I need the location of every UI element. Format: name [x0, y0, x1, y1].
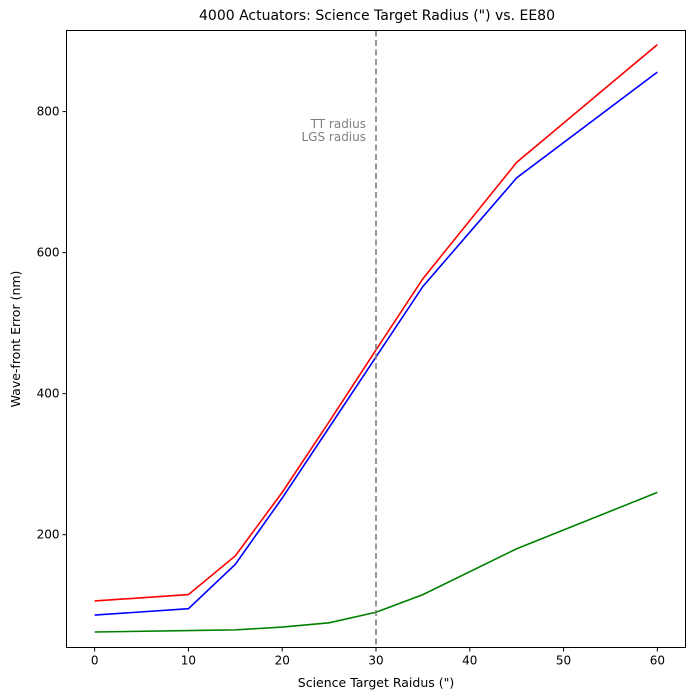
x-tick-label: 0	[91, 654, 99, 668]
x-tick-label: 30	[368, 654, 383, 668]
x-axis-label: Science Target Raidus (")	[298, 675, 454, 690]
plot-area	[94, 43, 658, 633]
y-tick-label: 200	[37, 528, 60, 542]
series-line-1	[94, 71, 658, 616]
annotation-lgs-radius: LGS radius	[301, 130, 366, 144]
y-axis-label: Wave-front Error (nm)	[8, 271, 23, 408]
y-tick-label: 800	[37, 105, 60, 119]
y-axis: 200 400 600 800	[37, 105, 67, 542]
x-tick-label: 20	[275, 654, 290, 668]
x-tick-label: 10	[181, 654, 196, 668]
chart-title: 4000 Actuators: Science Target Radius ("…	[199, 8, 555, 24]
y-tick-label: 600	[37, 246, 60, 260]
x-axis: 0 10 20 30 40 50 60	[91, 647, 665, 668]
y-tick-label: 400	[37, 387, 60, 401]
annotation-tt-radius: TT radius	[310, 117, 366, 131]
series-line-2	[94, 491, 658, 633]
x-tick-label: 50	[556, 654, 571, 668]
x-tick-label: 40	[462, 654, 477, 668]
series-line-0	[94, 43, 658, 602]
x-tick-label: 60	[650, 654, 665, 668]
